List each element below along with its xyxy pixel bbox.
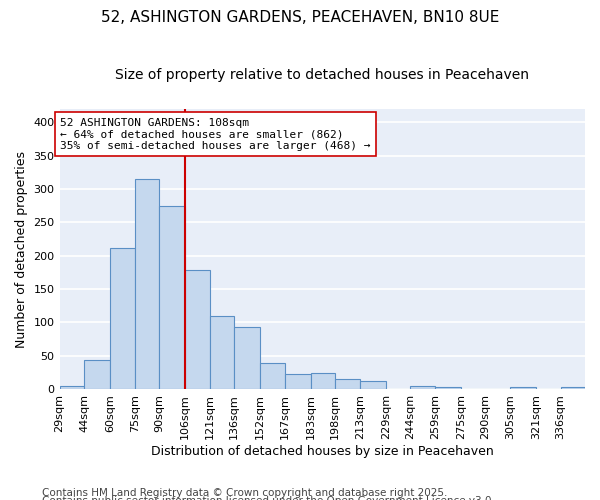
Text: Contains public sector information licensed under the Open Government Licence v3: Contains public sector information licen… [42,496,495,500]
Bar [134,179,159,389]
Text: 52 ASHINGTON GARDENS: 108sqm
← 64% of detached houses are smaller (862)
35% of s: 52 ASHINGTON GARDENS: 108sqm ← 64% of de… [61,118,371,151]
Bar [84,360,110,389]
Bar [209,316,234,389]
Text: Contains HM Land Registry data © Crown copyright and database right 2025.: Contains HM Land Registry data © Crown c… [42,488,448,498]
Bar [59,386,84,389]
X-axis label: Distribution of detached houses by size in Peacehaven: Distribution of detached houses by size … [151,444,494,458]
Bar [234,327,260,389]
Text: 52, ASHINGTON GARDENS, PEACEHAVEN, BN10 8UE: 52, ASHINGTON GARDENS, PEACEHAVEN, BN10 … [101,10,499,25]
Bar [185,270,209,389]
Title: Size of property relative to detached houses in Peacehaven: Size of property relative to detached ho… [115,68,529,82]
Bar [560,387,585,389]
Bar [360,381,386,389]
Bar [410,386,435,389]
Bar [159,206,185,389]
Bar [260,363,285,389]
Bar [435,387,461,389]
Bar [110,248,134,389]
Y-axis label: Number of detached properties: Number of detached properties [15,150,28,348]
Bar [311,373,335,389]
Bar [335,379,360,389]
Bar [285,374,311,389]
Bar [510,387,536,389]
